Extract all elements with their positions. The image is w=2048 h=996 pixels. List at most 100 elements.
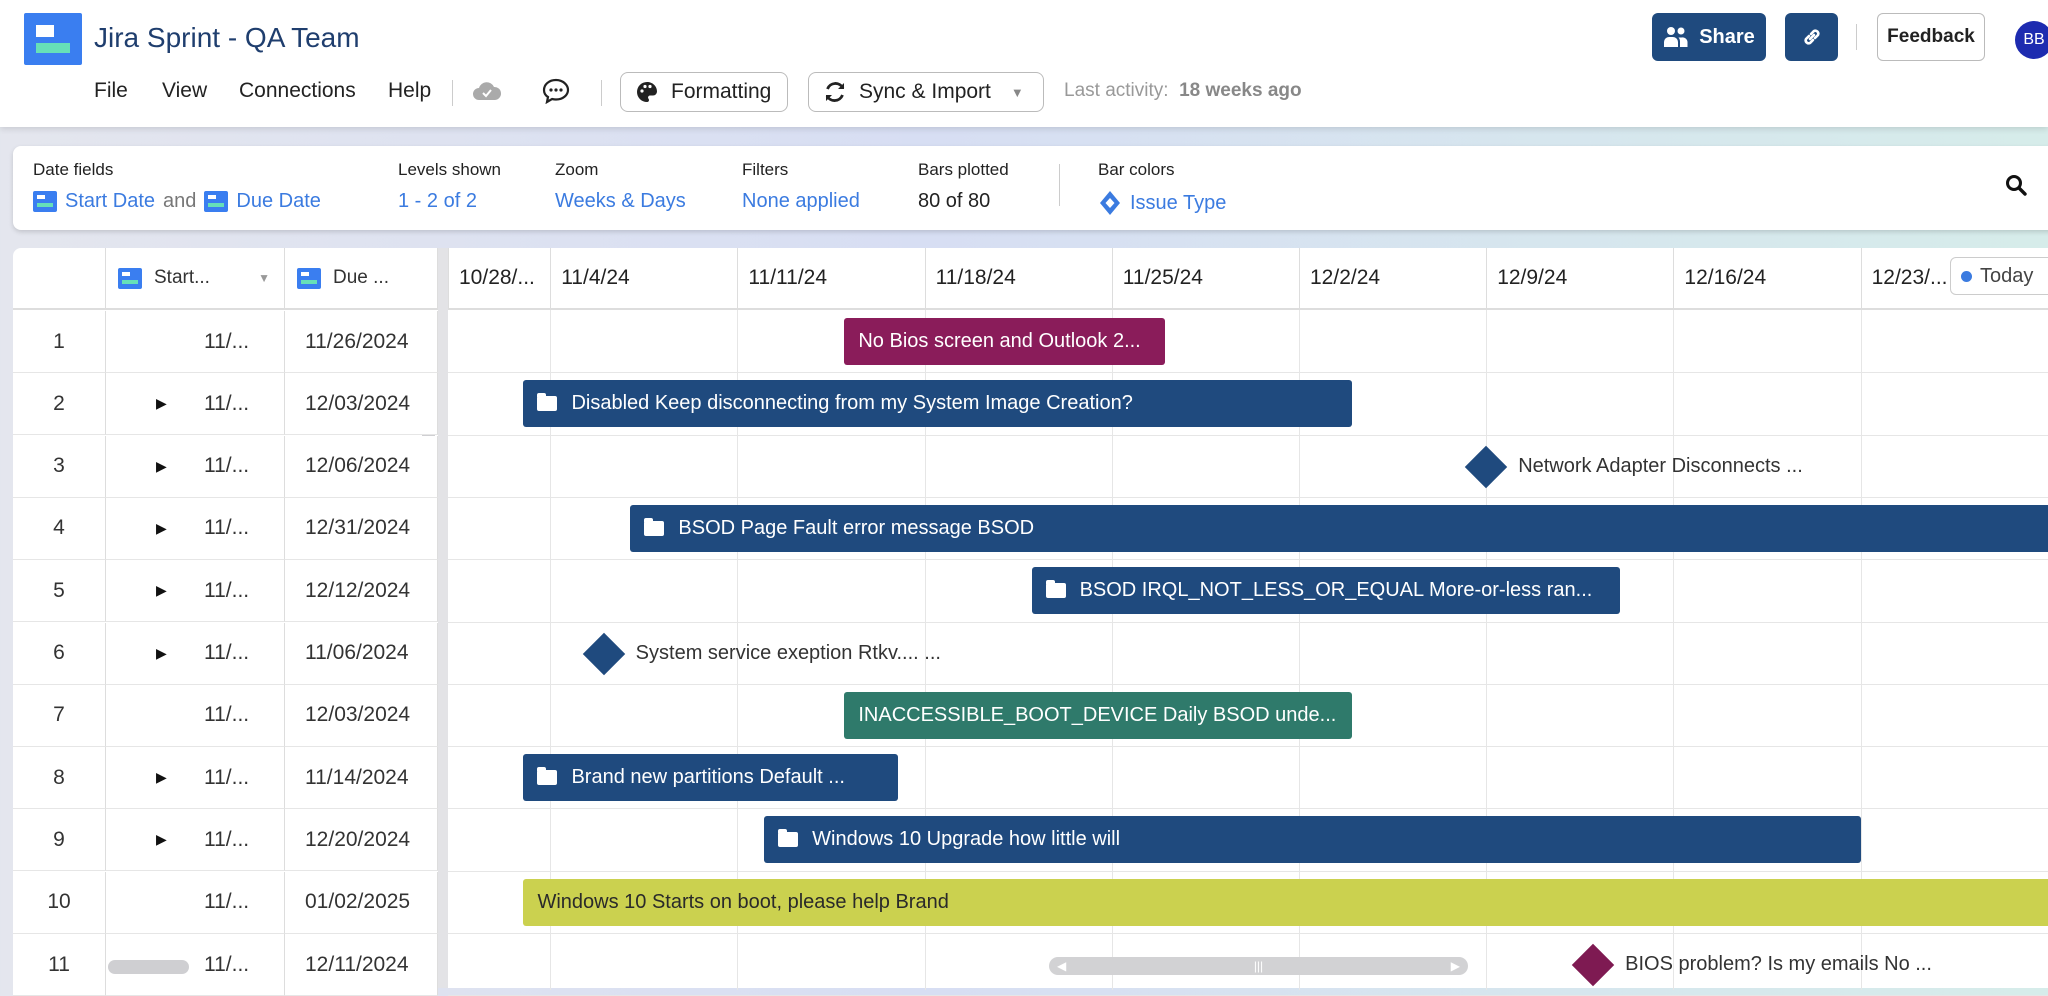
gantt-bar[interactable]: Windows 10 Upgrade how little will xyxy=(764,816,1861,864)
due-date-value[interactable]: 12/31/2024 xyxy=(305,516,411,540)
bar-colors-field[interactable]: Issue Type xyxy=(1130,191,1227,214)
expand-caret-icon[interactable]: ▶ xyxy=(156,519,167,536)
start-date-value[interactable]: 11/... xyxy=(204,952,250,976)
start-date-value[interactable]: 11/... xyxy=(204,578,250,602)
today-button[interactable]: Today xyxy=(1950,257,2048,295)
due-date-field[interactable]: Due Date xyxy=(236,190,321,212)
due-date-value[interactable]: 12/03/2024 xyxy=(305,391,411,415)
start-date-value[interactable]: 11/... xyxy=(204,765,250,789)
today-dot-icon xyxy=(1961,270,1972,282)
start-date-value[interactable]: 11/... xyxy=(204,827,250,851)
bars-plotted-label: Bars plotted xyxy=(918,160,1009,179)
due-date-value[interactable]: 11/14/2024 xyxy=(305,765,409,789)
due-date-value[interactable]: 12/12/2024 xyxy=(305,578,411,602)
gantt-bar[interactable]: INACCESSIBLE_BOOT_DEVICE Daily BSOD unde… xyxy=(844,691,1353,739)
gantt-bar-label: Brand new partitions Default ... xyxy=(571,766,845,789)
cloud-saved-icon[interactable] xyxy=(472,80,502,102)
row-number-cell: 9 xyxy=(13,809,106,872)
start-date-value[interactable]: 11/... xyxy=(204,391,250,415)
menu-view[interactable]: View xyxy=(162,79,208,102)
week-header: 11/11/24 xyxy=(737,248,925,310)
due-date-value[interactable]: 12/11/2024 xyxy=(305,952,409,976)
expand-caret-icon[interactable]: ▶ xyxy=(156,457,167,474)
row-number: 11 xyxy=(48,952,70,976)
comments-icon[interactable] xyxy=(542,78,570,104)
gantt-bar[interactable]: BSOD IRQL_NOT_LESS_OR_EQUAL More-or-less… xyxy=(1031,567,1620,615)
today-label: Today xyxy=(1980,264,2034,287)
due-date-value[interactable]: 01/02/2025 xyxy=(305,890,411,914)
timeline-horizontal-scrollbar[interactable]: ◀ ||| ▶ xyxy=(1049,957,1468,975)
due-date-value[interactable]: 11/26/2024 xyxy=(305,329,409,353)
menu-connections[interactable]: Connections xyxy=(239,79,356,102)
pane-splitter[interactable] xyxy=(438,248,448,988)
row-number-cell: 3 xyxy=(13,435,106,498)
sync-import-button[interactable]: Sync & Import ▼ xyxy=(808,72,1044,112)
start-date-value[interactable]: 11/... xyxy=(204,890,250,914)
formatting-button[interactable]: Formatting xyxy=(620,72,788,112)
search-icon[interactable] xyxy=(2005,174,2027,196)
start-date-value[interactable]: 11/... xyxy=(204,454,250,478)
app-logo[interactable] xyxy=(24,13,82,65)
menu-file[interactable]: File xyxy=(94,79,128,102)
start-date-cell: ▶ 11/... xyxy=(106,435,285,498)
scroll-right-icon[interactable]: ▶ xyxy=(1450,959,1460,973)
start-date-value[interactable]: 11/... xyxy=(204,641,250,664)
levels-value[interactable]: 1 - 2 of 2 xyxy=(398,190,477,212)
row-number-cell: 6 xyxy=(13,622,106,685)
start-date-cell: 11/... xyxy=(106,684,285,747)
due-date-value[interactable]: 12/20/2024 xyxy=(305,827,411,851)
gantt-bar-label: No Bios screen and Outlook 2... xyxy=(858,330,1141,352)
start-date-value[interactable]: 11/... xyxy=(204,516,250,540)
user-avatar[interactable]: BB xyxy=(2015,21,2048,59)
row-number-cell: 11 xyxy=(13,934,106,996)
row-number: 10 xyxy=(47,890,71,914)
due-date-value[interactable]: 11/06/2024 xyxy=(305,641,409,664)
due-column-label: Due ... xyxy=(333,267,389,288)
gantt-bar[interactable]: BSOD Page Fault error message BSOD xyxy=(630,504,2048,552)
due-date-value[interactable]: 12/06/2024 xyxy=(305,454,411,478)
start-date-column-header[interactable]: Start... ▼ xyxy=(106,248,285,310)
expand-caret-icon[interactable]: ▶ xyxy=(156,395,167,412)
start-date-value[interactable]: 11/... xyxy=(204,329,250,353)
table-horizontal-scrollbar[interactable] xyxy=(108,960,189,974)
expand-caret-icon[interactable]: ▶ xyxy=(156,582,167,599)
filters-label: Filters xyxy=(742,160,789,179)
start-column-label: Start... xyxy=(154,267,210,288)
feedback-button[interactable]: Feedback xyxy=(1877,13,1985,61)
row-gridline xyxy=(448,621,2048,623)
sync-icon xyxy=(825,82,845,102)
last-activity-label: Last activity: xyxy=(1064,80,1169,101)
row-number: 1 xyxy=(53,329,65,353)
gantt-bar[interactable]: Disabled Keep disconnecting from my Syst… xyxy=(523,380,1353,428)
copy-link-button[interactable] xyxy=(1785,13,1838,61)
expand-caret-icon[interactable]: ▶ xyxy=(156,769,167,786)
gantt-bar[interactable]: No Bios screen and Outlook 2... xyxy=(844,318,1166,365)
gantt-bar[interactable]: Windows 10 Starts on boot, please help B… xyxy=(523,878,2048,926)
row-gridline xyxy=(448,434,2048,436)
menu-help[interactable]: Help xyxy=(388,79,432,102)
zoom-value[interactable]: Weeks & Days xyxy=(555,190,686,212)
bars-plotted-value: 80 of 80 xyxy=(918,190,991,212)
row-gridline xyxy=(448,496,2048,498)
due-date-column-header[interactable]: Due ... xyxy=(285,248,438,310)
filters-value[interactable]: None applied xyxy=(742,190,860,212)
gantt-bar[interactable]: Brand new partitions Default ... xyxy=(523,754,898,802)
week-header: 11/18/24 xyxy=(924,248,1112,310)
bar-colors-value[interactable]: Issue Type xyxy=(1098,190,1226,216)
scroll-left-icon[interactable]: ◀ xyxy=(1057,959,1067,973)
start-date-value[interactable]: 11/... xyxy=(204,703,250,727)
sort-chevron-icon[interactable]: ▼ xyxy=(258,271,270,285)
expand-caret-icon[interactable]: ▶ xyxy=(156,831,167,848)
document-title[interactable]: Jira Sprint - QA Team xyxy=(94,22,360,53)
date-fields-value[interactable]: Start Date and Due Date xyxy=(33,190,321,213)
and-text: and xyxy=(163,190,197,212)
expand-caret-icon[interactable]: ▶ xyxy=(156,644,167,661)
start-date-field[interactable]: Start Date xyxy=(65,190,156,212)
divider xyxy=(1856,24,1857,50)
due-date-value[interactable]: 12/03/2024 xyxy=(305,703,411,727)
divider xyxy=(601,80,602,106)
folder-icon xyxy=(778,829,799,848)
folder-icon xyxy=(537,393,558,412)
share-button[interactable]: Share xyxy=(1652,13,1766,61)
palette-icon xyxy=(637,82,657,102)
